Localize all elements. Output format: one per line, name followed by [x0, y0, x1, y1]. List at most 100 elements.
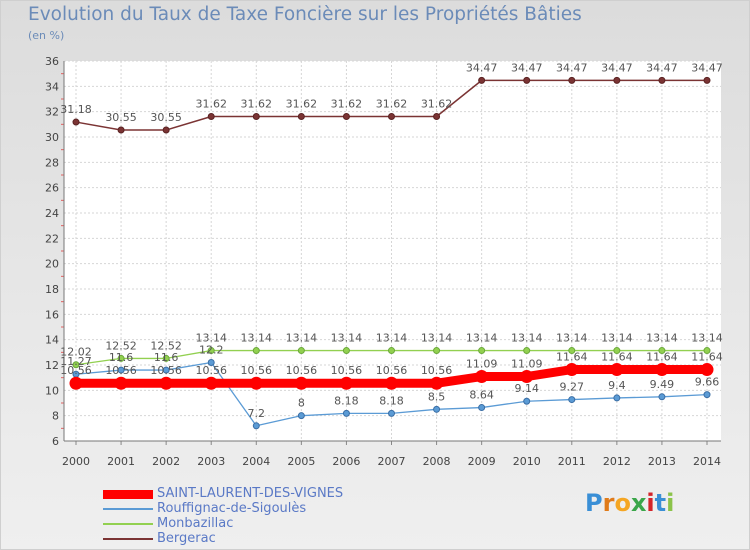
data-point	[297, 112, 305, 120]
data-point	[568, 76, 576, 84]
y-tick-label: 10	[45, 384, 59, 397]
logo-letter: i	[666, 489, 675, 517]
logo-letter: t	[654, 489, 667, 517]
series-monbazillac	[72, 347, 711, 369]
series-bergerac	[72, 76, 711, 134]
y-tick-label: 22	[45, 232, 59, 245]
data-label: 13.14	[691, 332, 723, 345]
data-point	[613, 76, 621, 84]
data-label: 34.47	[691, 61, 723, 74]
data-point	[523, 76, 531, 84]
x-tick-label: 2006	[332, 455, 360, 468]
data-point	[207, 347, 215, 355]
x-tick-label: 2013	[648, 455, 676, 468]
data-label: 10.56	[60, 364, 92, 377]
data-label: 12.52	[150, 339, 182, 352]
data-point	[117, 366, 125, 374]
data-point	[297, 412, 305, 420]
series-saint-laurent-des-vignes	[69, 363, 714, 390]
data-label: 10.56	[150, 364, 182, 377]
y-tick-label: 20	[45, 258, 59, 271]
y-tick-label: 28	[45, 156, 59, 169]
x-tick-label: 2011	[558, 455, 586, 468]
y-tick-label: 36	[45, 55, 59, 68]
data-point	[162, 126, 170, 134]
x-tick-label: 2008	[423, 455, 451, 468]
data-point	[385, 376, 398, 390]
data-label: 11.64	[556, 351, 588, 364]
data-point	[613, 347, 621, 355]
x-tick-label: 2007	[378, 455, 406, 468]
data-label: 9.27	[560, 381, 585, 394]
y-tick-label: 14	[45, 334, 59, 347]
logo-letter: r	[602, 489, 615, 517]
data-label: 34.47	[646, 61, 678, 74]
data-label: 11.64	[691, 351, 723, 364]
data-point	[162, 366, 170, 374]
data-label: 31.62	[286, 97, 318, 110]
data-label: 10.56	[376, 364, 408, 377]
data-point	[69, 376, 83, 390]
data-point	[207, 358, 215, 366]
data-point	[478, 404, 486, 412]
data-label: 10.56	[195, 364, 227, 377]
data-label: 34.47	[556, 61, 588, 74]
data-point	[342, 112, 350, 120]
data-label: 8.64	[469, 389, 494, 402]
data-label: 31.62	[331, 97, 363, 110]
legend-label: Monbazillac	[157, 516, 234, 531]
data-point	[658, 76, 666, 84]
data-label: 13.14	[421, 332, 453, 345]
data-point	[433, 112, 441, 120]
y-tick-label: 26	[45, 182, 59, 195]
y-tick-label: 30	[45, 131, 59, 144]
data-label: 12.52	[105, 339, 137, 352]
data-point	[252, 347, 260, 355]
data-label: 9.14	[514, 382, 539, 395]
data-point	[565, 363, 579, 377]
data-point	[700, 363, 714, 377]
legend-swatch	[103, 523, 153, 525]
data-point	[342, 347, 350, 355]
y-tick-label: 6	[52, 435, 59, 448]
data-label: 30.55	[105, 111, 137, 124]
data-label: 34.47	[601, 61, 633, 74]
data-point	[613, 394, 621, 402]
logo-letter: x	[630, 489, 647, 517]
data-label: 9.49	[650, 378, 675, 391]
data-label: 9.66	[695, 376, 720, 389]
y-tick-label: 16	[45, 308, 59, 321]
legend-label: Rouffignac-de-Sigoulès	[157, 501, 307, 516]
data-label: 30.55	[150, 111, 182, 124]
data-label: 13.14	[511, 332, 543, 345]
data-point	[520, 370, 534, 384]
y-tick-label: 18	[45, 283, 59, 296]
data-point	[207, 112, 215, 120]
legend-label: SAINT-LAURENT-DES-VIGNES	[157, 486, 344, 501]
data-point	[162, 354, 170, 362]
data-point	[430, 376, 444, 390]
data-point	[114, 376, 128, 390]
data-label: 9.4	[608, 379, 626, 392]
data-point	[610, 363, 624, 377]
data-point	[294, 376, 308, 390]
data-label: 13.14	[601, 332, 633, 345]
legend-swatch	[103, 508, 153, 510]
data-point	[297, 347, 305, 355]
data-point	[252, 112, 260, 120]
data-point	[249, 376, 263, 390]
data-point	[204, 376, 218, 390]
data-label: 31.62	[421, 97, 453, 110]
data-label: 11.09	[466, 358, 498, 371]
data-point	[703, 347, 711, 355]
y-tick-label: 24	[45, 207, 59, 220]
y-tick-label: 34	[45, 80, 59, 93]
data-label: 12.02	[60, 346, 92, 359]
data-point	[433, 347, 441, 355]
data-label: 11.64	[601, 351, 633, 364]
data-label: 11.27	[60, 355, 92, 368]
logo-letter: i	[646, 489, 655, 517]
data-label: 31.62	[195, 97, 227, 110]
data-point	[475, 370, 489, 384]
